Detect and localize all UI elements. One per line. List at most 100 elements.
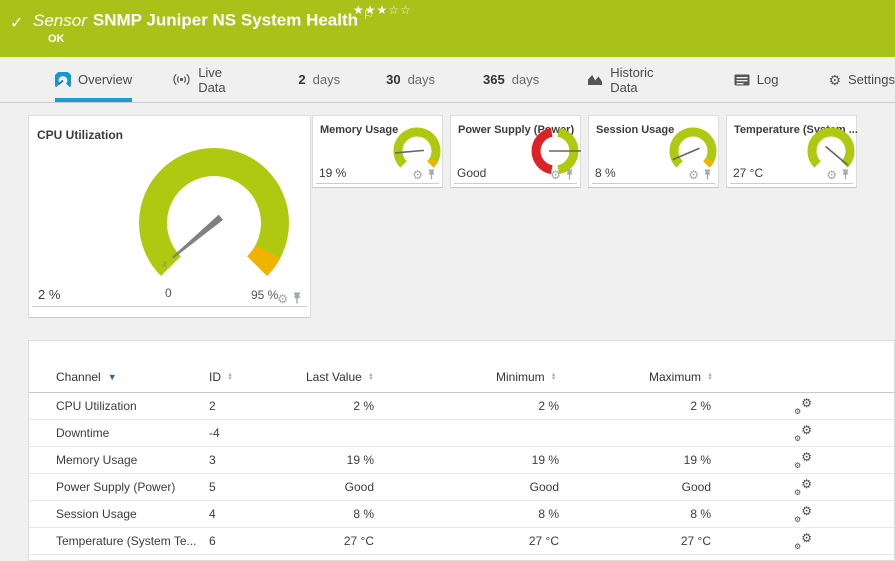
panel-underline: [316, 183, 439, 184]
column-header-maximum[interactable]: Maximum ▲ ▼: [649, 369, 713, 384]
sort-toggle-icon: ▲ ▼: [367, 371, 374, 382]
channel-maximum: 27 °C: [680, 534, 711, 548]
panel-gear-icon[interactable]: ⚙: [277, 292, 288, 306]
panel-underline: [730, 183, 853, 184]
panel-pin-icon[interactable]: [703, 169, 712, 180]
priority-stars[interactable]: ★★★☆☆: [353, 3, 412, 17]
channel-id: 4: [209, 507, 216, 521]
tab-log[interactable]: Log: [734, 57, 778, 102]
tab-days-number: 2: [298, 72, 306, 87]
channel-last-value: 19 %: [346, 453, 374, 467]
channel-table: Channel ▼ ID ▲ ▼ Last Value ▲ ▼ Minimum ▲ ▼ Max…: [28, 340, 895, 561]
channel-settings-icon[interactable]: ⚙ ⚙: [794, 530, 812, 551]
memory-gauge: [393, 127, 441, 168]
tab-label: Live Data: [198, 64, 226, 95]
panel-gear-icon[interactable]: ⚙: [412, 168, 423, 182]
panel-gear-icon[interactable]: ⚙: [688, 168, 699, 182]
power-supply-gauge: [531, 127, 581, 175]
panel-title: CPU Utilization: [37, 128, 123, 142]
sort-desc-icon: ▼: [107, 371, 117, 382]
column-header-last-value[interactable]: Last Value ▲ ▼: [306, 369, 374, 384]
column-header-channel[interactable]: Channel ▼: [56, 369, 117, 384]
channel-maximum: 19 %: [683, 453, 711, 467]
status-badge: OK: [48, 33, 65, 45]
panel-title: Session Usage: [596, 124, 675, 136]
table-row[interactable]: Downtime -4 ⚙ ⚙: [29, 420, 894, 447]
panel-pin-icon[interactable]: [427, 169, 436, 180]
tab-days-unit: days: [511, 72, 540, 87]
scale-end-label: 95 %: [251, 288, 279, 302]
tab-30-days[interactable]: 30 days: [386, 57, 435, 102]
tab-days-unit: days: [312, 72, 341, 87]
channel-minimum: 19 %: [531, 453, 559, 467]
panel-underline: [454, 183, 577, 184]
tab-365-days[interactable]: 365 days: [483, 57, 539, 102]
panel-underline: [592, 183, 715, 184]
channel-name[interactable]: Temperature (System Te...: [56, 534, 197, 548]
column-header-minimum[interactable]: Minimum ▲ ▼: [496, 369, 557, 384]
tab-2-days[interactable]: 2 days: [298, 57, 340, 102]
channel-settings-icon[interactable]: ⚙ ⚙: [794, 422, 812, 443]
sensor-title: Sensor SNMP Juniper NS System Health ⚐: [33, 8, 374, 31]
cpu-gauge: x: [139, 148, 289, 277]
tab-days-number: 30: [386, 72, 401, 87]
panel-pin-icon[interactable]: [292, 292, 302, 304]
channel-name[interactable]: Power Supply (Power): [56, 480, 176, 494]
channel-minimum: 2 %: [538, 399, 559, 413]
panel-pin-icon[interactable]: [841, 169, 850, 180]
tab-overview[interactable]: Overview: [55, 57, 133, 102]
table-row[interactable]: Session Usage 4 8 % 8 % 8 % ⚙ ⚙: [29, 501, 894, 528]
channel-name[interactable]: Session Usage: [56, 507, 137, 521]
gauge-panel-temperature[interactable]: Temperature (System ... 27 °C ⚙: [726, 115, 858, 188]
tab-live-data[interactable]: Live Data: [172, 57, 252, 102]
panel-gear-icon[interactable]: ⚙: [550, 168, 561, 182]
broadcast-icon: [173, 73, 190, 86]
scale-start-label: 0: [165, 286, 172, 300]
channel-settings-icon[interactable]: ⚙ ⚙: [794, 449, 812, 470]
sort-toggle-icon: ▲ ▼: [227, 371, 233, 382]
channel-maximum: Good: [681, 480, 711, 494]
channel-name[interactable]: CPU Utilization: [56, 399, 137, 413]
gauge-panel-memory-usage[interactable]: Memory Usage 19 % ⚙: [312, 115, 443, 188]
sensor-status-bar: ✓ Sensor SNMP Juniper NS System Health ⚐ ★…: [0, 0, 895, 57]
channel-settings-icon[interactable]: ⚙ ⚙: [794, 503, 812, 524]
channel-maximum: 8 %: [690, 507, 711, 521]
tab-label: Historic Data: [610, 64, 654, 95]
temperature-gauge: [807, 127, 855, 168]
ok-check-icon: ✓: [10, 15, 24, 32]
channel-minimum: 8 %: [538, 507, 559, 521]
channel-settings-icon[interactable]: ⚙ ⚙: [794, 395, 812, 416]
table-row[interactable]: Temperature (System Te... 6 27 °C 27 °C …: [29, 528, 894, 555]
column-header-id[interactable]: ID ▲ ▼: [209, 369, 233, 384]
flag-icon[interactable]: ⚐: [363, 8, 374, 22]
channel-id: -4: [209, 426, 220, 440]
session-gauge: [669, 127, 717, 168]
panel-pin-icon[interactable]: [565, 169, 574, 180]
channel-id: 3: [209, 453, 216, 467]
channel-maximum: 2 %: [690, 399, 711, 413]
tab-settings[interactable]: ⚙ Settings: [828, 57, 895, 102]
table-row[interactable]: CPU Utilization 2 2 % 2 % 2 % ⚙ ⚙: [29, 393, 894, 420]
gauge-needle: [395, 149, 425, 154]
table-row[interactable]: Memory Usage 3 19 % 19 % 19 % ⚙ ⚙: [29, 447, 894, 474]
tab-historic-data[interactable]: Historic Data: [587, 57, 684, 102]
gauge-panel-session-usage[interactable]: Session Usage 8 % ⚙: [588, 115, 719, 188]
gauge-needle: [171, 214, 224, 259]
gauge-panel-cpu-utilization[interactable]: CPU Utilization x 0 95 % 2 % ⚙: [28, 115, 311, 318]
channel-id: 6: [209, 534, 216, 548]
sort-toggle-icon: ▲ ▼: [550, 371, 557, 382]
average-marker: x: [162, 259, 167, 270]
channel-name[interactable]: Downtime: [56, 426, 110, 440]
panel-gear-icon[interactable]: ⚙: [826, 168, 837, 182]
channel-id: 5: [209, 480, 216, 494]
sensor-label: Sensor: [33, 10, 87, 30]
gauge-value: Good: [457, 166, 487, 180]
gauge-icon: [55, 71, 71, 87]
channel-minimum: Good: [529, 480, 559, 494]
gauge-panel-power-supply[interactable]: Power Supply (Power) Good ⚙: [450, 115, 581, 188]
channel-settings-icon[interactable]: ⚙ ⚙: [794, 476, 812, 497]
tab-label: Settings: [848, 72, 895, 87]
gauge-value: 8 %: [595, 166, 616, 180]
channel-name[interactable]: Memory Usage: [56, 453, 138, 467]
table-row[interactable]: Power Supply (Power) 5 Good Good Good ⚙ ⚙: [29, 474, 894, 501]
